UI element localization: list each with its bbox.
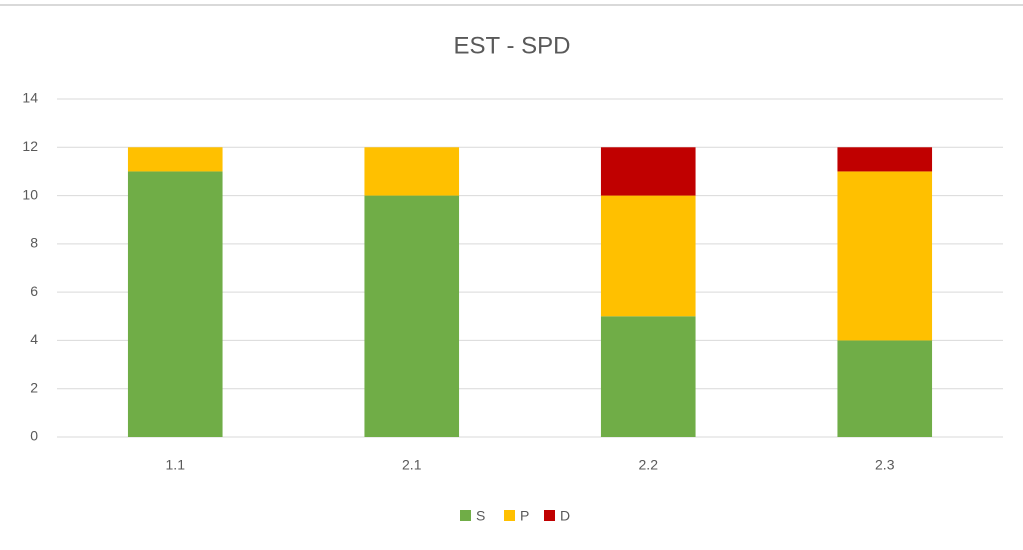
legend-label: S <box>476 508 485 524</box>
legend-swatch <box>460 510 471 521</box>
y-tick-label: 2 <box>30 379 38 395</box>
bar-segment <box>127 147 223 172</box>
x-tick-label: 1.1 <box>166 457 186 473</box>
bar-segment <box>837 147 933 172</box>
bar-segment <box>837 340 933 437</box>
bar-segment <box>837 171 933 341</box>
bar-segment <box>600 147 696 196</box>
bar-segment <box>364 147 460 196</box>
y-tick-label: 4 <box>30 331 38 347</box>
x-tick-label: 2.3 <box>875 457 895 473</box>
x-tick-label: 2.2 <box>639 457 659 473</box>
y-tick-label: 6 <box>30 283 38 299</box>
bar-segment <box>364 195 460 437</box>
bar-segment <box>127 171 223 437</box>
y-tick-label: 10 <box>22 186 38 202</box>
y-tick-label: 0 <box>30 428 38 444</box>
y-tick-label: 12 <box>22 138 38 154</box>
legend-label: D <box>560 508 570 524</box>
y-tick-label: 14 <box>22 90 38 106</box>
legend-swatch <box>544 510 555 521</box>
y-tick-label: 8 <box>30 235 38 251</box>
legend-swatch <box>504 510 515 521</box>
bar-segment <box>600 316 696 437</box>
bar-segment <box>600 195 696 317</box>
legend-label: P <box>520 508 529 524</box>
x-tick-label: 2.1 <box>402 457 422 473</box>
chart-title: EST - SPD <box>454 32 571 59</box>
